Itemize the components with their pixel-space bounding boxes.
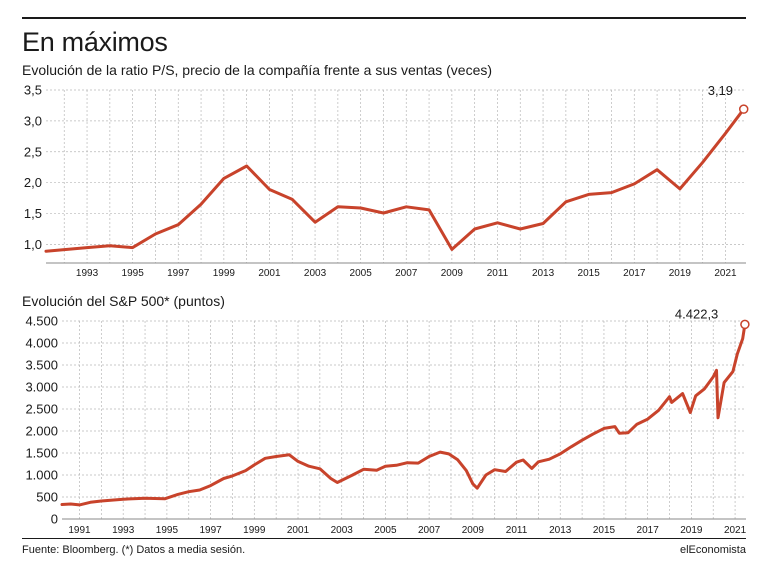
x-tick-label: 2019 xyxy=(669,268,692,279)
y-tick-label: 1,5 xyxy=(24,206,42,221)
y-tick-label: 3.000 xyxy=(25,380,58,395)
x-tick-label: 2009 xyxy=(462,525,485,536)
y-tick-label: 3,0 xyxy=(24,113,42,128)
brand-logo-text: elEconomista xyxy=(679,544,746,556)
x-tick-label: 1993 xyxy=(112,525,135,536)
x-tick-label: 1997 xyxy=(167,268,190,279)
y-tick-label: 1.500 xyxy=(25,446,58,461)
ps-ratio-chart: 1,0 1,5 2,0 2,5 3,0 3,5 1993 1995 1997 1999 2001 20… xyxy=(24,83,749,279)
end-value-label: 4.422,3 xyxy=(675,306,718,321)
x-tick-label: 2017 xyxy=(637,525,660,536)
y-tick-label: 1,0 xyxy=(24,237,42,252)
x-tick-label: 1995 xyxy=(156,525,179,536)
x-tick-label: 1995 xyxy=(122,268,145,279)
y-tick-label: 1.000 xyxy=(25,468,58,483)
x-tick-label: 1991 xyxy=(68,525,91,536)
x-tick-label: 2009 xyxy=(441,268,464,279)
y-tick-label: 0 xyxy=(51,512,58,527)
x-tick-label: 1999 xyxy=(213,268,236,279)
end-point-marker xyxy=(740,319,750,330)
y-tick-label: 2,0 xyxy=(24,175,42,190)
x-tick-label: 2007 xyxy=(418,525,441,536)
x-tick-label: 1997 xyxy=(199,525,222,536)
series-line xyxy=(44,107,746,253)
x-tick-label: 2013 xyxy=(549,525,572,536)
x-tick-label: 2001 xyxy=(287,525,310,536)
bottom-rule xyxy=(22,538,746,539)
y-tick-label: 2,5 xyxy=(24,144,42,159)
y-tick-label: 2.000 xyxy=(25,424,58,439)
x-tick-label: 2021 xyxy=(724,525,747,536)
x-tick-label: 2005 xyxy=(374,525,397,536)
x-tick-label: 2021 xyxy=(714,268,737,279)
x-tick-label: 2017 xyxy=(623,268,646,279)
top-rule xyxy=(22,17,746,19)
sp500-chart: 0 500 1.000 1.500 2.000 2.500 3.000 3.500 4.000 4… xyxy=(25,306,750,536)
series-line xyxy=(60,322,747,507)
end-point-marker xyxy=(738,104,749,114)
source-note: Fuente: Bloomberg. (*) Datos a media ses… xyxy=(22,544,246,556)
x-tick-label: 2007 xyxy=(395,268,418,279)
y-tick-label: 2.500 xyxy=(25,402,58,417)
x-tick-label: 2015 xyxy=(593,525,616,536)
x-tick-label: 1993 xyxy=(76,268,99,279)
x-tick-label: 2001 xyxy=(258,268,281,279)
x-tick-label: 2019 xyxy=(680,525,703,536)
x-tick-label: 2003 xyxy=(304,268,327,279)
x-tick-label: 2005 xyxy=(350,268,373,279)
y-tick-label: 3.500 xyxy=(25,358,58,373)
y-tick-label: 4.500 xyxy=(25,314,58,329)
end-value-label: 3,19 xyxy=(708,83,733,98)
chart2-title: Evolución del S&P 500* (puntos) xyxy=(22,293,225,309)
x-tick-label: 1999 xyxy=(243,525,266,536)
x-tick-label: 2015 xyxy=(578,268,601,279)
x-tick-label: 2013 xyxy=(532,268,555,279)
page-title: En máximos xyxy=(22,27,168,57)
x-tick-label: 2003 xyxy=(331,525,354,536)
chart1-title: Evolución de la ratio P/S, precio de la … xyxy=(22,62,493,78)
y-tick-label: 500 xyxy=(36,490,58,505)
x-tick-label: 2011 xyxy=(506,525,528,536)
y-tick-label: 3,5 xyxy=(24,83,42,98)
y-tick-label: 4.000 xyxy=(25,336,58,351)
x-tick-label: 2011 xyxy=(487,268,509,279)
